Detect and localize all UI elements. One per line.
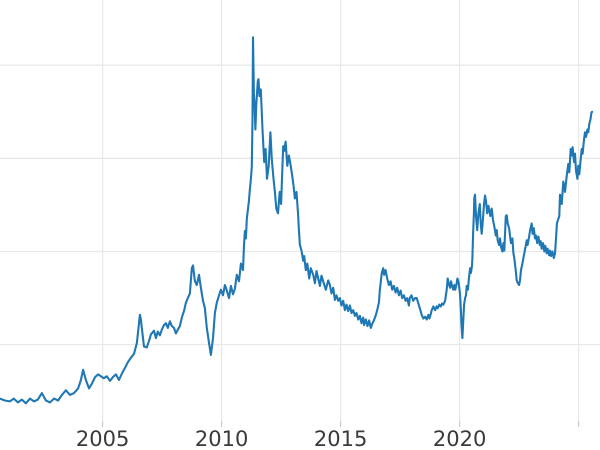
x-tick-label: 2020	[433, 427, 486, 450]
x-tick-label: 2010	[195, 427, 248, 450]
x-tick-label: 2005	[76, 427, 129, 450]
price-line	[0, 36, 594, 405]
x-tick-label: 2015	[314, 427, 367, 450]
